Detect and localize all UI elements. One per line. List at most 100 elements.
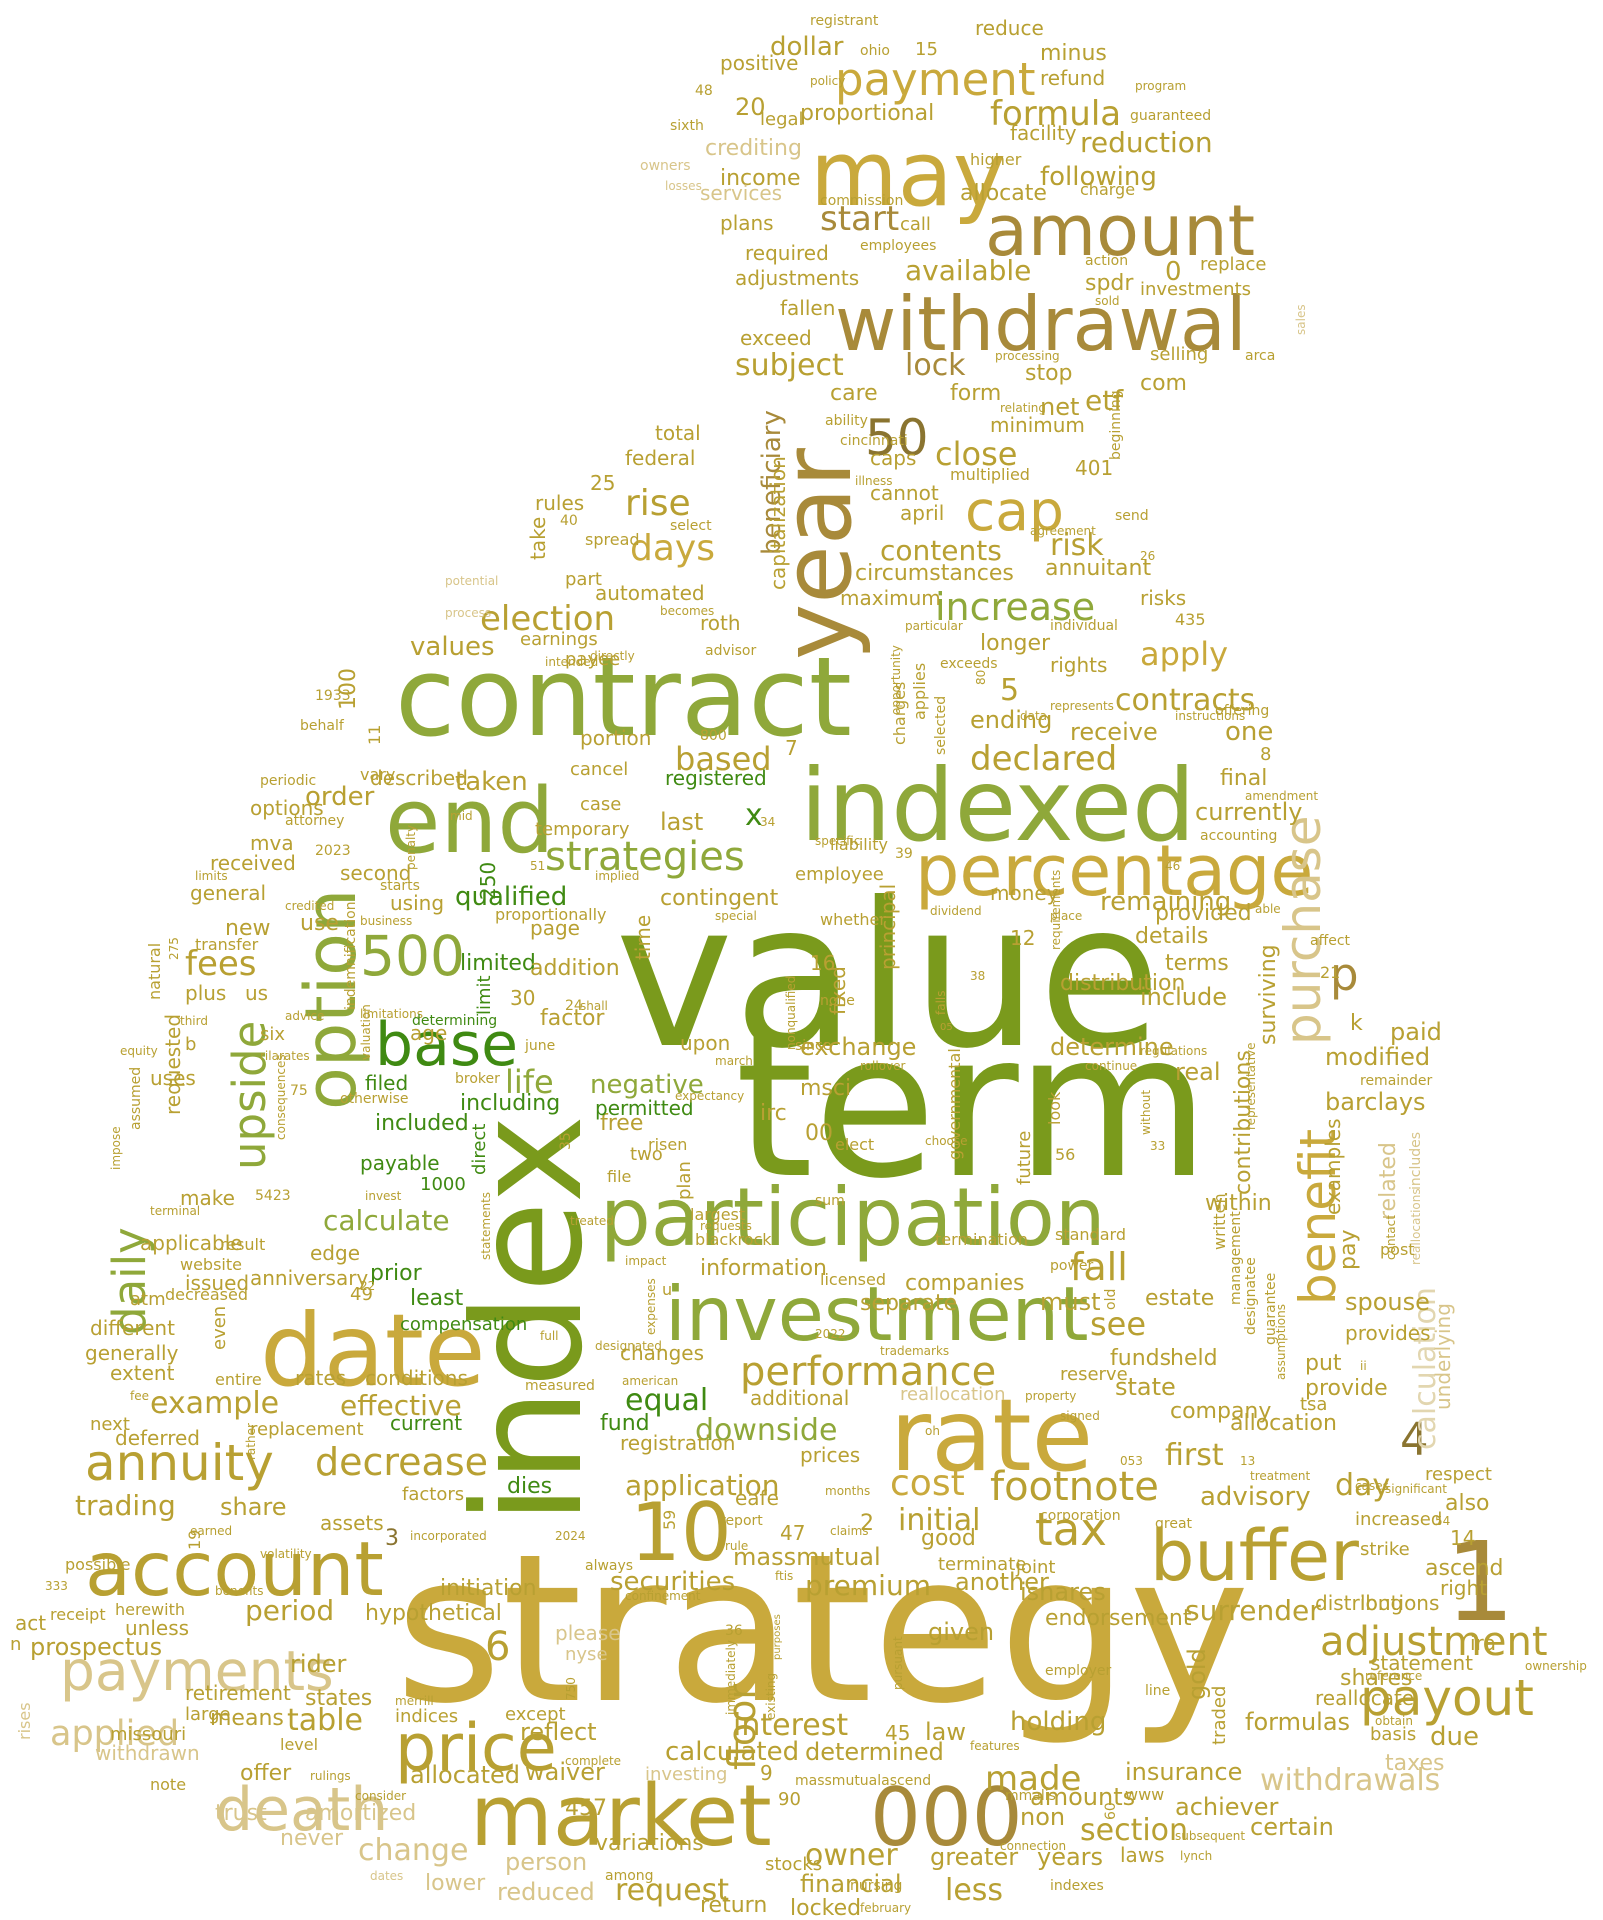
cloud-word-75: 75 (290, 1083, 308, 1099)
cloud-word-achiever: achiever (1175, 1793, 1279, 1821)
cloud-word-free: free (600, 1111, 643, 1136)
cloud-word-examples: examples (1321, 1118, 1345, 1215)
cloud-word-registration: registration (620, 1431, 735, 1455)
cloud-word-negative: negative (590, 1070, 704, 1100)
cloud-word-commission: commission (820, 193, 903, 209)
cloud-word-allocation: allocation (1230, 1411, 1337, 1436)
cloud-word-9: 9 (760, 1761, 773, 1785)
cloud-word-selected: selected (933, 696, 949, 755)
cloud-word-current: current (390, 1411, 462, 1435)
cloud-word-reallocation: reallocation (900, 1384, 1006, 1405)
cloud-word-percentage: percentage (915, 830, 1314, 912)
cloud-word-special: special (715, 909, 757, 923)
cloud-word-20: 20 (735, 93, 766, 121)
cloud-word-determined: determined (805, 1738, 944, 1766)
cloud-word-unless: unless (125, 1616, 189, 1640)
cloud-word-sixth: sixth (670, 118, 704, 134)
cloud-word-even: even (209, 1306, 230, 1350)
cloud-word-mid: mid (450, 809, 473, 823)
cloud-word-reflect: reflect (520, 1718, 597, 1746)
cloud-word-decrease: decrease (315, 1440, 488, 1484)
cloud-word-line: line (1145, 1683, 1170, 1699)
cloud-word-lock: lock (905, 348, 966, 383)
cloud-word-assumptions: assumptions (1274, 1304, 1288, 1380)
cloud-word-illness: illness (855, 474, 893, 488)
cloud-word-values: values (410, 632, 495, 662)
cloud-word-ii: ii (1360, 1359, 1367, 1373)
cloud-word-never: never (280, 1826, 344, 1851)
cloud-word-contracts: contracts (1115, 683, 1255, 718)
cloud-word-purchase: purchase (1274, 815, 1332, 1045)
cloud-word-sales: sales (1294, 304, 1308, 335)
cloud-word-joint: joint (1015, 1557, 1055, 1578)
cloud-word-sold: sold (1095, 294, 1120, 308)
cloud-word-last: last (660, 808, 703, 836)
cloud-word-16: 16 (810, 951, 835, 975)
cloud-word-435: 435 (1175, 610, 1206, 629)
cloud-word-800: 800 (700, 728, 727, 744)
cloud-word-10: 10 (630, 1486, 732, 1579)
cloud-word-include: include (1140, 983, 1227, 1011)
cloud-word-consequences: consequences (274, 1054, 288, 1140)
cloud-word-specific: specific (815, 834, 860, 848)
cloud-word-generally: generally (85, 1341, 179, 1365)
cloud-word-new: new (225, 916, 270, 941)
cloud-word-compensation: compensation (400, 1314, 527, 1335)
cloud-word-distributions: distributions (1315, 1591, 1439, 1615)
cloud-word-remaining: remaining (1100, 887, 1231, 917)
cloud-word-54: 54 (1435, 1514, 1450, 1528)
cloud-word-000: 000 (870, 1771, 1023, 1864)
cloud-word-receive: receive (1070, 718, 1158, 746)
cloud-word-13: 13 (1240, 1454, 1255, 1468)
cloud-word-limitations: limitations (360, 1007, 423, 1021)
cloud-word-note: note (150, 1775, 186, 1794)
cloud-word-facility: facility (1010, 121, 1077, 145)
cloud-word-ability: ability (825, 413, 868, 429)
cloud-word-must: must (1040, 1288, 1101, 1316)
cloud-word-adjustment: adjustment (1320, 1619, 1548, 1665)
cloud-word-real: real (1175, 1058, 1220, 1086)
cloud-word-floor: floor (720, 1684, 764, 1770)
cloud-word-included: included (375, 1111, 469, 1136)
cloud-word-rises: rises (15, 1702, 34, 1740)
cloud-word-different: different (90, 1316, 175, 1340)
cloud-word-designatee: designatee (1243, 1257, 1259, 1335)
cloud-word-35: 35 (558, 1132, 574, 1150)
cloud-word-using: using (390, 891, 444, 915)
cloud-word-holding: holding (1010, 1707, 1106, 1737)
cloud-word-one: one (1225, 717, 1273, 747)
cloud-word-retirement: retirement (185, 1681, 291, 1705)
cloud-word-including: including (460, 1091, 560, 1116)
cloud-word-largest: largest (690, 1205, 745, 1224)
cloud-word-requirements: requirements (1049, 870, 1063, 950)
cloud-word-details: details (1135, 924, 1208, 949)
cloud-word-indices: indices (395, 1706, 458, 1727)
cloud-word-requested: requested (161, 1014, 185, 1115)
cloud-word-impact: impact (625, 1254, 667, 1268)
cloud-word-attorney: attorney (285, 813, 344, 829)
cloud-word-future: future (1014, 1131, 1035, 1185)
cloud-word-reduced: reduced (497, 1878, 595, 1906)
cloud-word-make: make (180, 1186, 235, 1210)
cloud-word-k: k (1350, 1011, 1363, 1036)
cloud-word-45: 45 (885, 1721, 910, 1745)
cloud-word-anniversary: anniversary (250, 1266, 368, 1290)
cloud-word-possible: possible (65, 1555, 131, 1574)
cloud-word-receipt: receipt (50, 1605, 106, 1624)
cloud-word-payee: payee (565, 649, 620, 670)
cloud-word-reduce: reduce (975, 16, 1044, 40)
cloud-word-statements: statements (479, 1192, 493, 1260)
cloud-word-treatment: treatment (1250, 1469, 1310, 1483)
cloud-word-strike: strike (1360, 1539, 1410, 1560)
cloud-word-increased: increased (1355, 1509, 1442, 1530)
cloud-word-day: day (1335, 1468, 1390, 1503)
cloud-word-reallocate: reallocate (1315, 1686, 1414, 1710)
cloud-word-guaranteed: guaranteed (1130, 108, 1211, 124)
cloud-word-amount: amount (985, 190, 1255, 272)
cloud-word-return: return (700, 1893, 767, 1918)
cloud-word-currently: currently (1195, 798, 1302, 826)
cloud-word-data: data (1020, 709, 1047, 723)
cloud-word-uses: uses (150, 1066, 196, 1090)
cloud-word-plan: plan (674, 1161, 695, 1200)
